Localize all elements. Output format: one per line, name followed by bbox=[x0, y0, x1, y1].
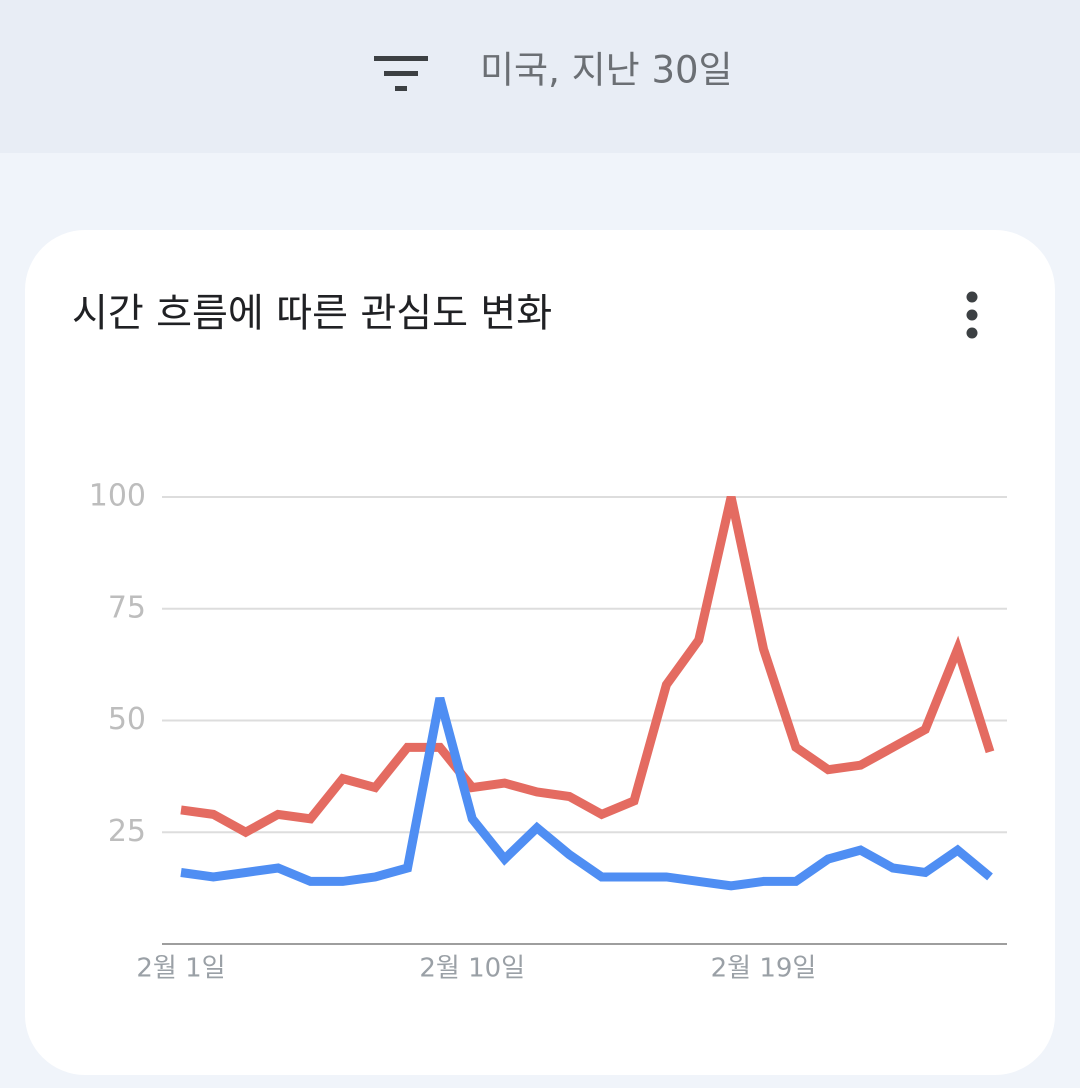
filter-icon[interactable] bbox=[374, 56, 428, 91]
menu-dot bbox=[966, 291, 978, 303]
y-tick-label: 25 bbox=[108, 814, 146, 849]
card bbox=[25, 230, 1055, 1075]
card-title: 시간 흐름에 따른 관심도 변화 bbox=[72, 292, 552, 337]
header-bar bbox=[0, 0, 1080, 153]
filter-line bbox=[395, 86, 407, 91]
series-line bbox=[180, 696, 993, 891]
menu-dot bbox=[966, 309, 978, 321]
plot: 25 50 75 100 2월 1일 2월 10일 2월 19일 bbox=[89, 479, 1007, 984]
series-line bbox=[180, 496, 995, 838]
y-tick-label: 75 bbox=[108, 590, 146, 625]
filter-line bbox=[384, 71, 418, 76]
filter-label[interactable]: 미국, 지난 30일 bbox=[480, 49, 733, 92]
more-menu[interactable] bbox=[966, 291, 978, 339]
menu-dot bbox=[966, 327, 978, 339]
filter-line bbox=[374, 56, 428, 61]
x-tick-label: 2월 1일 bbox=[136, 954, 225, 984]
x-tick-label: 2월 19일 bbox=[711, 954, 817, 984]
y-tick-label: 50 bbox=[108, 702, 146, 737]
y-tick-label: 100 bbox=[89, 479, 146, 514]
x-tick-label: 2월 10일 bbox=[419, 954, 525, 984]
